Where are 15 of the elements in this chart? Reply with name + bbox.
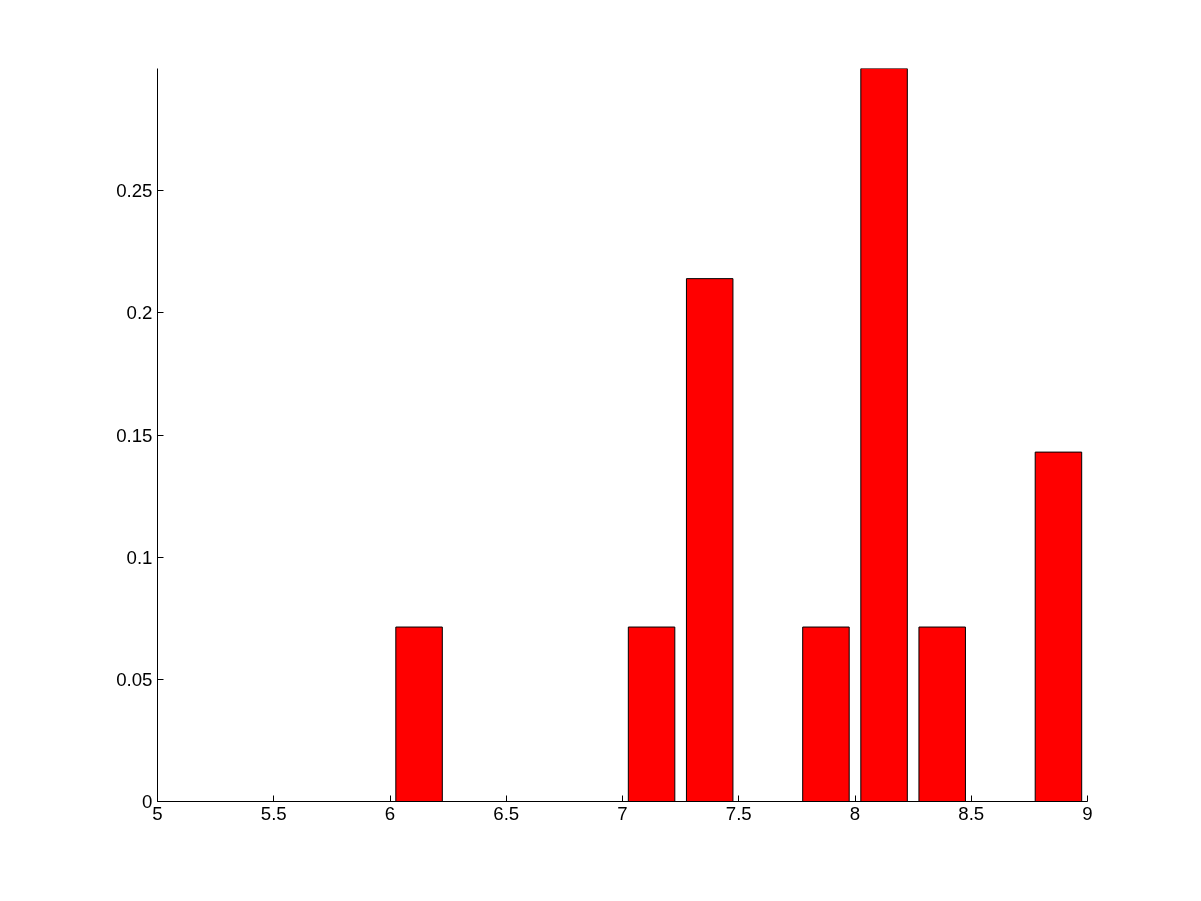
x-tick-label: 5 [152,802,163,824]
x-tick-label: 5.5 [260,802,287,824]
x-tick-label: 6.5 [493,802,520,824]
x-tick-label: 9 [1082,802,1093,824]
x-tick-label: 6 [384,802,396,824]
y-tick-label: 0.1 [126,546,153,568]
y-tick-label: 0.15 [116,424,153,446]
x-tick-label: 7 [617,802,628,824]
x-tick-label: 7.5 [725,802,752,824]
x-tick-label: 8.5 [958,802,985,824]
y-tick-label: 0.05 [116,668,153,690]
x-tick-label: 8 [849,802,861,824]
y-tick-label: 0 [142,791,153,812]
y-tick-label: 0.25 [116,180,153,202]
y-tick-label: 0.2 [126,302,153,324]
